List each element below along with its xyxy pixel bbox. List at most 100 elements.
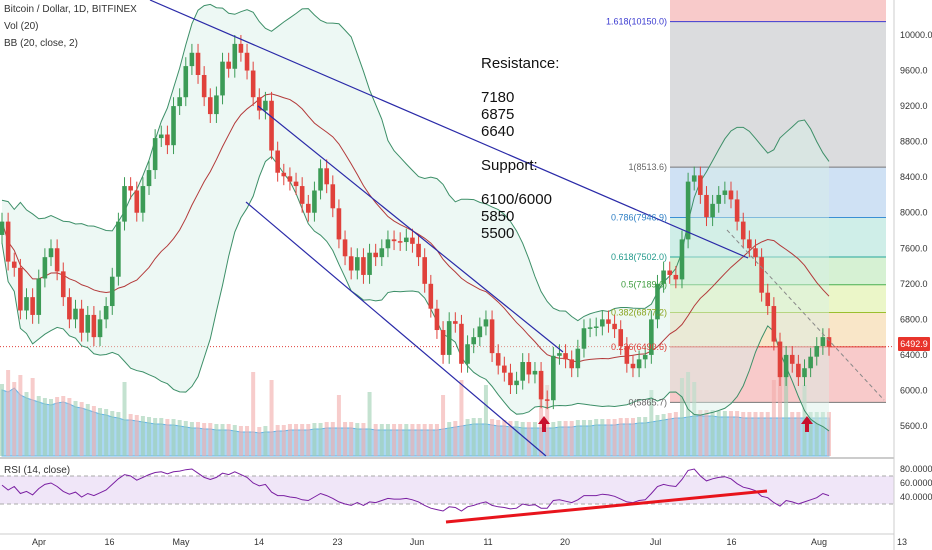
candle-body <box>281 172 287 177</box>
volume-bar <box>91 406 96 456</box>
candle-body <box>618 329 624 347</box>
volume-bar <box>434 424 439 456</box>
resistance-level: 6640 <box>481 123 515 140</box>
candle-body <box>759 257 764 293</box>
volume-bar <box>355 423 360 456</box>
volume-bar <box>220 424 225 456</box>
volume-bar <box>404 424 409 456</box>
candle-body <box>471 337 476 345</box>
candle-body <box>502 365 507 373</box>
candles-layer <box>0 35 832 410</box>
candle-body <box>459 323 464 364</box>
volume-bar <box>140 416 145 456</box>
volume-bar <box>532 422 537 456</box>
price-tick-label: 10000.0 <box>900 30 932 40</box>
candle-body <box>771 306 777 342</box>
candle-body <box>716 194 722 204</box>
candle-body <box>753 248 758 258</box>
rsi-tick-label: 40.0000 <box>900 492 932 502</box>
candle-body <box>410 237 415 244</box>
volume-bar <box>796 412 801 456</box>
time-tick-label: 13 <box>897 537 907 547</box>
fib-zone <box>670 284 886 313</box>
volume-bar <box>116 412 121 456</box>
candle-body <box>593 326 599 328</box>
candle-body <box>220 61 225 96</box>
candle-body <box>434 308 440 331</box>
fib-label: 0.382(6877.2) <box>611 308 667 318</box>
volume-bar <box>67 398 72 456</box>
candle-body <box>275 150 280 173</box>
candle-body <box>551 355 556 401</box>
candle-body <box>446 321 452 355</box>
volume-bar <box>747 412 752 456</box>
candle-body <box>177 97 182 107</box>
candle-body <box>404 237 409 243</box>
candle-body <box>24 297 29 311</box>
volume-bar <box>465 419 470 456</box>
volume-bar <box>704 410 709 456</box>
price-tick-label: 6800.0 <box>900 314 928 324</box>
candle-body <box>649 319 654 355</box>
candle-body <box>563 353 568 360</box>
volume-bar <box>722 411 727 456</box>
candle-body <box>667 270 673 275</box>
volume-bar <box>716 411 721 456</box>
rsi-indicator-label: RSI (14, close) <box>4 465 71 476</box>
volume-bar <box>698 410 703 456</box>
volume-bar <box>208 423 213 456</box>
volume-bar <box>251 372 256 456</box>
candle-body <box>250 70 256 98</box>
volume-bar <box>428 424 433 456</box>
candle-body <box>256 97 262 111</box>
volume-bar <box>312 423 317 456</box>
time-tick-label: 16 <box>726 537 736 547</box>
volume-bar <box>526 422 531 456</box>
fib-zone <box>670 256 886 285</box>
volume-bar <box>637 417 642 456</box>
volume-bar <box>398 424 403 456</box>
volume-bar <box>679 378 684 456</box>
channel-upper-line <box>257 105 564 353</box>
candle-body <box>195 52 201 75</box>
candle-body <box>569 359 575 369</box>
candle-body <box>305 203 311 213</box>
candle-body <box>624 346 630 364</box>
volume-bar <box>49 399 54 456</box>
volume-bar <box>790 412 795 456</box>
candle-body <box>287 176 293 182</box>
volume-bar <box>349 422 354 456</box>
candle-body <box>698 175 703 195</box>
candle-body <box>18 267 23 311</box>
time-tick-label: Aug <box>811 537 827 547</box>
volume-bar <box>294 424 299 456</box>
volume-bar <box>18 375 23 456</box>
volume-indicator-label: Vol (20) <box>4 21 39 32</box>
volume-bar <box>147 417 152 456</box>
volume-bar <box>661 414 666 456</box>
volume-bar <box>153 418 158 456</box>
volume-bar <box>710 410 715 456</box>
volume-bar <box>324 422 329 456</box>
candle-body <box>802 368 807 378</box>
volume-bar <box>453 421 458 456</box>
candle-body <box>348 256 354 271</box>
volume-bar <box>232 425 237 456</box>
fib-label: 1.618(10150.0) <box>606 17 667 27</box>
volume-bar <box>606 419 611 456</box>
price-tick-label: 8400.0 <box>900 172 928 182</box>
volume-bar <box>385 424 390 456</box>
candle-body <box>103 306 109 320</box>
candle-body <box>422 257 427 284</box>
candle-body <box>612 323 617 330</box>
volume-bar <box>667 413 672 456</box>
candle-body <box>0 221 5 235</box>
volume-bar <box>245 426 250 456</box>
candle-body <box>820 337 826 347</box>
volume-bar <box>520 422 525 456</box>
volume-bar <box>557 421 562 456</box>
volume-bar <box>275 425 280 456</box>
volume-bar <box>300 424 305 456</box>
volume-bar <box>165 419 170 456</box>
